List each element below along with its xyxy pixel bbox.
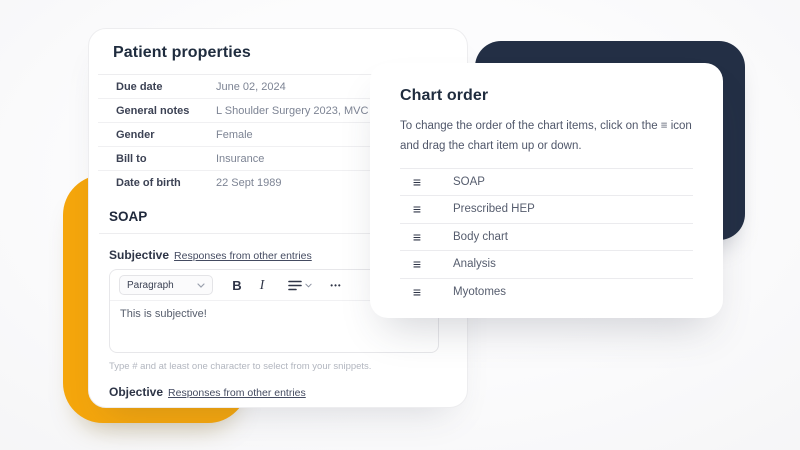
chart-order-item: ≡ Myotomes bbox=[400, 277, 693, 306]
field-value: June 02, 2024 bbox=[216, 80, 286, 93]
drag-handle-icon[interactable]: ≡ bbox=[412, 256, 422, 273]
field-value: 22 Sept 1989 bbox=[216, 176, 282, 189]
drag-handle-icon[interactable]: ≡ bbox=[412, 173, 422, 190]
table-row: Bill to Insurance bbox=[98, 147, 458, 171]
subjective-label: Subjective bbox=[109, 248, 170, 262]
table-row: Due date June 02, 2024 bbox=[98, 75, 458, 99]
soap-section-heading: SOAP bbox=[109, 209, 148, 224]
subjective-responses-link[interactable]: Responses from other entries bbox=[174, 250, 312, 262]
chart-item-label: Myotomes bbox=[453, 285, 507, 298]
field-label: Bill to bbox=[116, 152, 147, 165]
chevron-down-icon bbox=[197, 282, 205, 288]
more-options-button[interactable]: ••• bbox=[330, 280, 342, 290]
table-row: General notes L Shoulder Surgery 2023, M… bbox=[98, 99, 458, 123]
snippets-helper-text: Type # and at least one character to sel… bbox=[109, 361, 372, 372]
chart-item-label: Prescribed HEP bbox=[453, 203, 535, 216]
objective-label: Objective bbox=[109, 385, 164, 399]
chart-item-label: Analysis bbox=[453, 258, 496, 271]
chart-order-item: ≡ SOAP bbox=[400, 167, 693, 196]
italic-button[interactable]: I bbox=[259, 277, 265, 292]
editor-toolbar: Paragraph B I ••• bbox=[110, 270, 438, 300]
chart-order-card: Chart order To change the order of the c… bbox=[370, 63, 723, 318]
field-value: L Shoulder Surgery 2023, MVC 2015 bbox=[216, 104, 396, 117]
editor-content-area[interactable]: This is subjective! bbox=[110, 300, 438, 352]
objective-field-header: Objective Responses from other entries bbox=[109, 385, 443, 399]
chart-order-title: Chart order bbox=[400, 87, 489, 104]
text-align-button[interactable] bbox=[288, 275, 312, 295]
objective-responses-link[interactable]: Responses from other entries bbox=[168, 387, 306, 399]
bold-button[interactable]: B bbox=[232, 277, 242, 293]
chart-order-item: ≡ Prescribed HEP bbox=[400, 195, 693, 223]
table-row: Gender Female bbox=[98, 123, 458, 147]
align-left-icon bbox=[288, 280, 302, 291]
patient-properties-table: Due date June 02, 2024 General notes L S… bbox=[98, 75, 458, 194]
paragraph-select-value: Paragraph bbox=[127, 279, 174, 291]
field-value: Insurance bbox=[216, 152, 265, 165]
field-label: Date of birth bbox=[116, 176, 181, 189]
drag-handle-icon[interactable]: ≡ bbox=[412, 201, 422, 218]
field-value: Female bbox=[216, 128, 253, 141]
subjective-field-header: Subjective Responses from other entries bbox=[109, 248, 443, 262]
chevron-down-icon bbox=[305, 283, 312, 288]
field-label: Due date bbox=[116, 80, 163, 93]
soap-divider bbox=[99, 233, 457, 234]
table-row: Date of birth 22 Sept 1989 bbox=[98, 171, 458, 194]
drag-handle-icon[interactable]: ≡ bbox=[412, 228, 422, 245]
field-label: Gender bbox=[116, 128, 155, 141]
drag-handle-icon[interactable]: ≡ bbox=[412, 283, 422, 300]
title-divider bbox=[98, 74, 458, 75]
chart-item-label: Body chart bbox=[453, 230, 508, 243]
chart-item-label: SOAP bbox=[453, 175, 485, 188]
chart-order-item: ≡ Body chart bbox=[400, 222, 693, 251]
patient-properties-title: Patient properties bbox=[113, 44, 251, 61]
chart-order-list: ≡ SOAP ≡ Prescribed HEP ≡ Body chart ≡ A… bbox=[400, 167, 693, 306]
field-label: General notes bbox=[116, 104, 190, 117]
chart-order-item: ≡ Analysis bbox=[400, 250, 693, 278]
chart-order-description: To change the order of the chart items, … bbox=[400, 120, 692, 152]
paragraph-style-select[interactable]: Paragraph bbox=[119, 275, 213, 295]
